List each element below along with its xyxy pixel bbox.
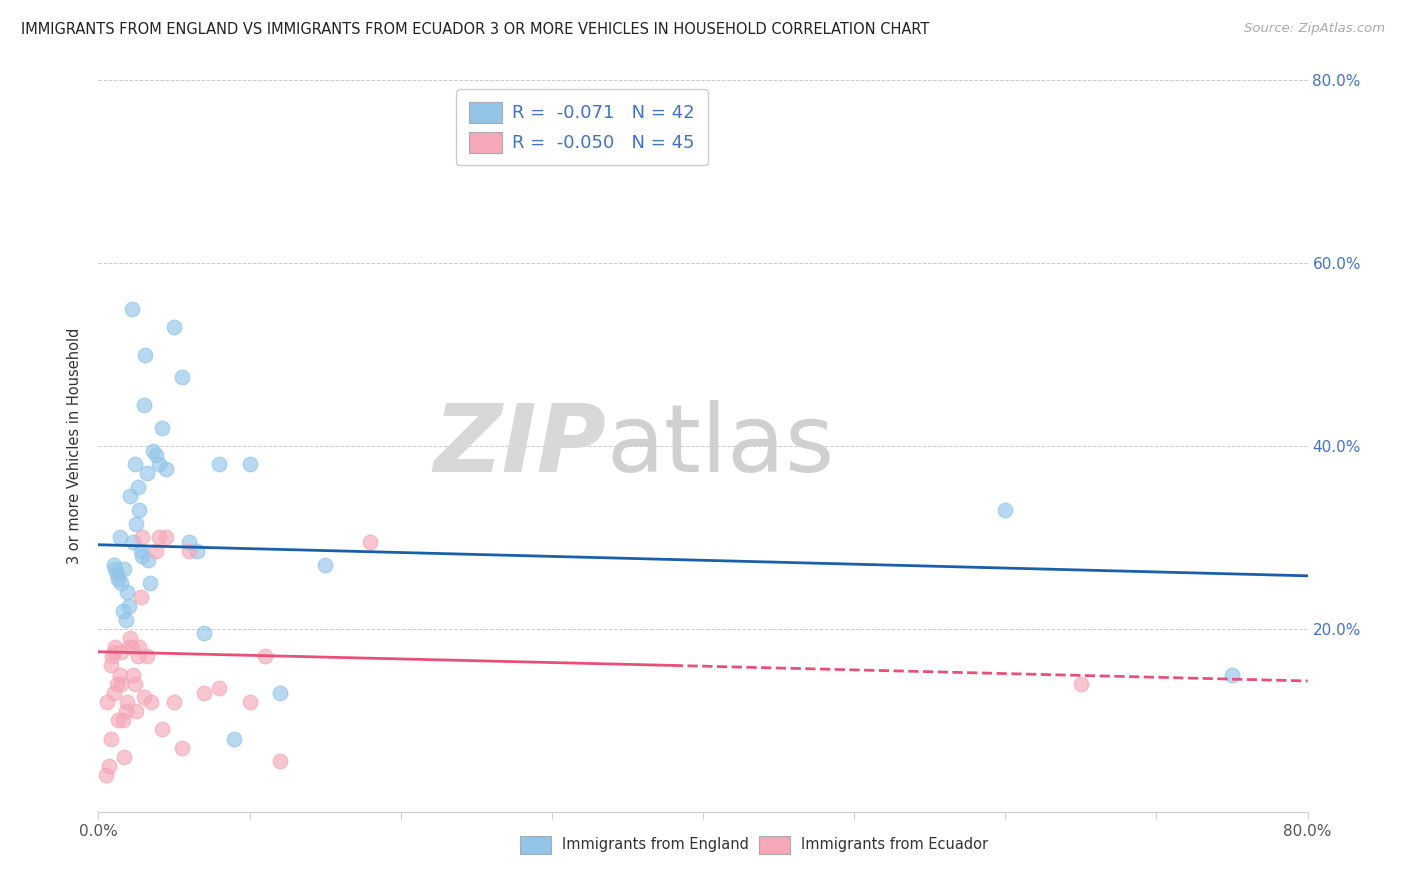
Point xyxy=(110,645,132,659)
Point xyxy=(129,590,152,604)
Point xyxy=(104,562,127,576)
Point xyxy=(170,740,193,755)
Point xyxy=(135,649,157,664)
Point xyxy=(134,348,156,362)
Point xyxy=(224,731,246,746)
Point xyxy=(122,535,145,549)
Point xyxy=(269,686,291,700)
Point xyxy=(112,749,135,764)
Point xyxy=(239,695,262,709)
Point xyxy=(314,558,336,572)
Text: Immigrants from Ecuador: Immigrants from Ecuador xyxy=(801,838,988,852)
Point xyxy=(208,681,231,696)
Point xyxy=(136,553,159,567)
Point xyxy=(94,768,117,782)
Point xyxy=(269,755,291,769)
Point xyxy=(135,467,157,481)
Point xyxy=(105,567,128,582)
Point xyxy=(148,458,170,472)
Point xyxy=(107,572,129,586)
Text: IMMIGRANTS FROM ENGLAND VS IMMIGRANTS FROM ECUADOR 3 OR MORE VEHICLES IN HOUSEHO: IMMIGRANTS FROM ENGLAND VS IMMIGRANTS FR… xyxy=(21,22,929,37)
Text: Source: ZipAtlas.com: Source: ZipAtlas.com xyxy=(1244,22,1385,36)
Y-axis label: 3 or more Vehicles in Household: 3 or more Vehicles in Household xyxy=(67,328,83,564)
Point xyxy=(118,599,141,613)
Point xyxy=(101,649,124,664)
Point xyxy=(128,640,150,655)
Point xyxy=(114,613,136,627)
Point xyxy=(208,458,231,472)
Point xyxy=(120,631,142,645)
Point xyxy=(142,443,165,458)
Point xyxy=(96,695,118,709)
Point xyxy=(105,676,128,690)
Point xyxy=(179,544,201,558)
Point xyxy=(103,686,125,700)
Text: Immigrants from England: Immigrants from England xyxy=(562,838,749,852)
Point xyxy=(115,585,138,599)
Point xyxy=(114,704,136,718)
Point xyxy=(110,576,132,591)
Point xyxy=(108,530,131,544)
Point xyxy=(150,723,173,737)
Point xyxy=(193,626,215,640)
Point xyxy=(131,530,153,544)
Point xyxy=(120,489,142,503)
Point xyxy=(108,667,131,681)
Point xyxy=(239,458,262,472)
Point xyxy=(125,516,148,531)
Point xyxy=(98,759,121,773)
Point xyxy=(111,714,134,728)
Point xyxy=(124,676,146,690)
Point xyxy=(110,676,132,690)
Point xyxy=(155,462,177,476)
Text: atlas: atlas xyxy=(606,400,835,492)
Point xyxy=(121,301,143,316)
Point xyxy=(103,558,125,572)
Point xyxy=(122,667,145,681)
Point xyxy=(115,695,138,709)
Point xyxy=(104,640,127,655)
Point xyxy=(132,690,155,705)
Point xyxy=(193,686,215,700)
Point xyxy=(148,530,170,544)
Point xyxy=(139,576,162,591)
Point xyxy=(128,503,150,517)
Text: ZIP: ZIP xyxy=(433,400,606,492)
Point xyxy=(121,640,143,655)
Point xyxy=(253,649,276,664)
Point xyxy=(129,544,152,558)
Point xyxy=(132,398,155,412)
Point xyxy=(125,704,148,718)
Point xyxy=(150,421,173,435)
Point xyxy=(112,562,135,576)
Point xyxy=(103,645,125,659)
Point xyxy=(145,544,167,558)
Point xyxy=(360,535,382,549)
Point xyxy=(179,535,201,549)
Point xyxy=(100,658,122,673)
Point xyxy=(124,458,146,472)
Point xyxy=(1220,667,1243,681)
Point xyxy=(127,649,149,664)
Point xyxy=(170,370,193,384)
Point xyxy=(100,731,122,746)
Point xyxy=(155,530,177,544)
Point xyxy=(994,503,1017,517)
Point xyxy=(163,695,186,709)
Point xyxy=(107,714,129,728)
Point xyxy=(163,320,186,334)
Point xyxy=(118,640,141,655)
Point xyxy=(141,695,163,709)
Legend: R =  -0.071   N = 42, R =  -0.050   N = 45: R = -0.071 N = 42, R = -0.050 N = 45 xyxy=(457,89,707,165)
Point xyxy=(1070,676,1092,690)
Point xyxy=(111,603,134,617)
Point xyxy=(127,480,149,494)
Point xyxy=(131,549,153,563)
Point xyxy=(145,448,167,462)
Point xyxy=(186,544,208,558)
